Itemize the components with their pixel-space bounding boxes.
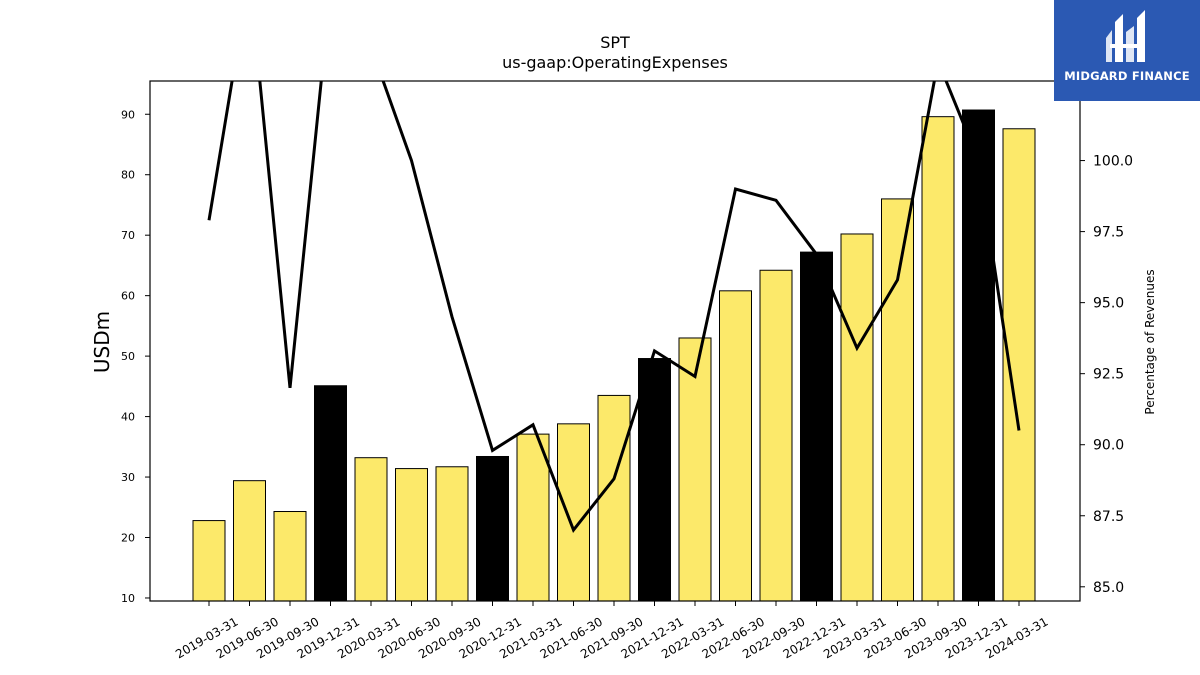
y2-tick-label: 92.5 bbox=[1093, 367, 1124, 383]
midgard-logo-icon bbox=[1106, 10, 1145, 62]
y2-tick-label: 95.0 bbox=[1093, 296, 1124, 312]
bar-2023-09-30 bbox=[921, 116, 955, 602]
bar-2022-06-30 bbox=[719, 290, 752, 602]
bar-2020-12-31 bbox=[476, 455, 509, 602]
bar-2020-03-31 bbox=[354, 457, 388, 602]
line-series bbox=[207, 81, 1021, 533]
bar-2022-12-31 bbox=[800, 251, 833, 602]
y-tick-label: 10 bbox=[121, 592, 135, 605]
chart-title: SPT bbox=[600, 33, 630, 52]
bar-2021-09-30 bbox=[597, 394, 631, 602]
right-axis-ticks: 85.0 87.5 90.0 92.5 95.0 97.5 100.0 bbox=[1080, 154, 1133, 596]
bar-2022-09-30 bbox=[759, 269, 793, 602]
y2-axis-label: Percentage of Revenues bbox=[1143, 269, 1157, 414]
bar-2019-09-30 bbox=[273, 511, 307, 602]
percentage-of-revenues-line bbox=[207, 81, 1021, 533]
bar-2021-03-31 bbox=[516, 433, 550, 602]
x-axis-ticks: 2019-03-312019-06-302019-09-302019-12-31… bbox=[173, 601, 1051, 661]
bar-2019-06-30 bbox=[233, 480, 266, 602]
y2-tick-label: 97.5 bbox=[1093, 225, 1124, 241]
y-tick-label: 60 bbox=[121, 290, 135, 303]
plot-frame bbox=[149, 80, 1081, 602]
y-tick-label: 40 bbox=[121, 411, 135, 424]
bar-2020-09-30 bbox=[435, 466, 469, 602]
brand-logo: MIDGARD FINANCE bbox=[1054, 0, 1200, 101]
bar-2023-12-31 bbox=[962, 109, 995, 602]
y2-tick-label: 90.0 bbox=[1093, 438, 1124, 454]
bar-2023-06-30 bbox=[881, 198, 914, 602]
y2-tick-label: 85.0 bbox=[1093, 580, 1124, 596]
brand-name: MIDGARD FINANCE bbox=[1064, 69, 1190, 83]
y-tick-label: 50 bbox=[121, 350, 135, 363]
y-tick-label: 20 bbox=[121, 532, 135, 545]
y2-tick-label: 100.0 bbox=[1093, 154, 1133, 170]
chart-subtitle: us-gaap:OperatingExpenses bbox=[502, 53, 728, 72]
left-axis-ticks: 10 20 30 40 50 60 70 80 90 bbox=[121, 108, 150, 605]
y-tick-label: 70 bbox=[121, 229, 135, 242]
bar-2019-03-31 bbox=[192, 520, 226, 602]
bar-2020-06-30 bbox=[395, 468, 428, 602]
y-tick-label: 80 bbox=[121, 169, 135, 182]
bar-2023-03-31 bbox=[840, 233, 874, 602]
bar-2019-12-31 bbox=[314, 385, 347, 602]
y-tick-label: 90 bbox=[121, 108, 135, 121]
y-tick-label: 30 bbox=[121, 471, 135, 484]
bar-2022-03-31 bbox=[678, 337, 712, 602]
bar-series bbox=[192, 109, 1036, 602]
y2-tick-label: 87.5 bbox=[1093, 509, 1124, 525]
y-axis-label: USDm bbox=[90, 311, 114, 373]
bar-2021-06-30 bbox=[557, 423, 590, 602]
bar-2021-12-31 bbox=[638, 358, 671, 602]
